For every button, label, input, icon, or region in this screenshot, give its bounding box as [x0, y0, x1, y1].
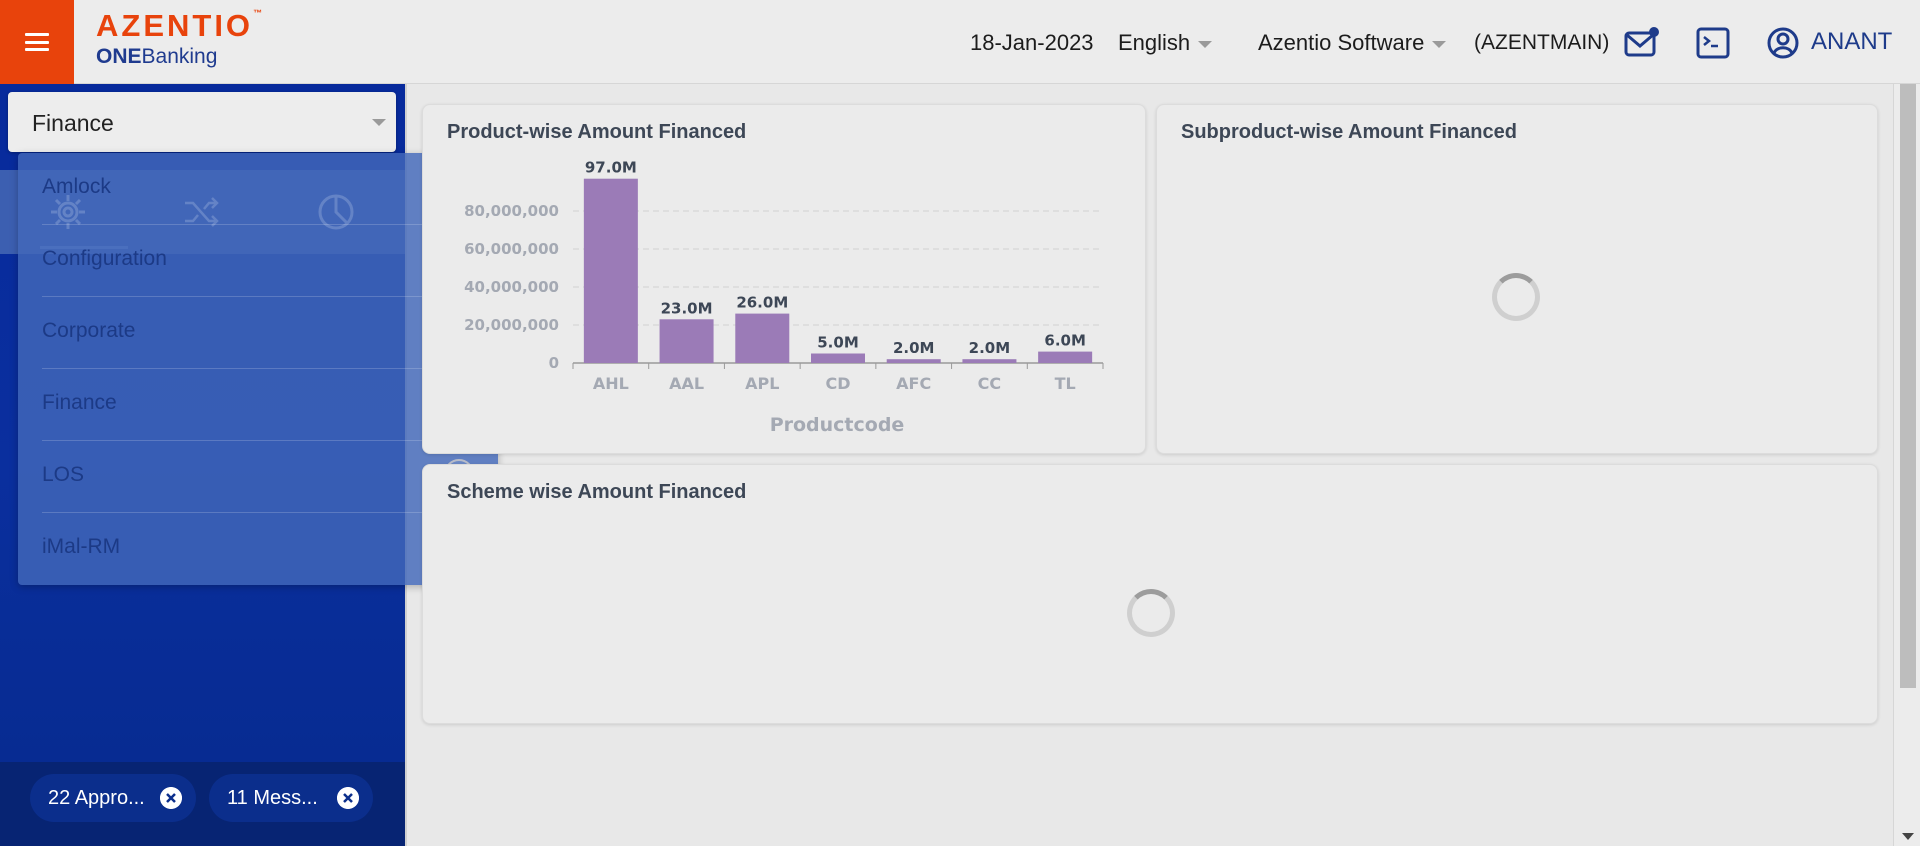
module-option-corporate[interactable]: Corporate	[42, 297, 482, 369]
y-tick-label: 20,000,000	[464, 316, 559, 334]
data-label: 2.0M	[893, 339, 935, 357]
close-icon[interactable]	[160, 787, 182, 809]
chip-label: 22 Appro...	[48, 786, 145, 809]
data-label: 2.0M	[969, 339, 1011, 357]
module-option-label: Amlock	[42, 175, 111, 198]
scrollbar-thumb[interactable]	[1900, 84, 1916, 688]
bar-cd	[811, 353, 865, 363]
x-tick-label: CC	[978, 374, 1001, 393]
data-label: 23.0M	[661, 299, 713, 317]
logo-product-rest: Banking	[141, 45, 218, 68]
x-tick-label: CD	[825, 374, 850, 393]
x-tick-label: AFC	[896, 374, 931, 393]
business-date: 18-Jan-2023	[970, 30, 1094, 55]
y-tick-label: 40,000,000	[464, 278, 559, 296]
module-option-finance[interactable]: Finance	[42, 369, 482, 441]
module-option-label: Configuration	[42, 247, 167, 270]
data-label: 97.0M	[585, 159, 637, 177]
page-scrollbar[interactable]	[1893, 84, 1920, 846]
approvals-chip[interactable]: 22 Appro...	[30, 774, 196, 822]
x-tick-label: APL	[745, 374, 779, 393]
data-label: 6.0M	[1044, 332, 1086, 350]
module-dropdown: Amlock Configuration Corporate Finance L…	[18, 153, 498, 585]
logo-brand: AZENTIO	[96, 8, 254, 43]
company-select[interactable]: Azentio Software	[1258, 30, 1447, 56]
data-label: 26.0M	[736, 294, 788, 312]
data-label: 5.0M	[817, 334, 859, 352]
y-tick-label: 60,000,000	[464, 240, 559, 258]
language-select[interactable]: English	[1118, 30, 1213, 56]
module-option-label: LOS	[42, 463, 85, 486]
bar-tl	[1038, 351, 1093, 363]
module-select[interactable]: Finance	[8, 92, 396, 152]
loading-spinner-icon	[1492, 273, 1540, 321]
bar-ahl	[583, 178, 638, 363]
y-tick-label: 0	[549, 354, 559, 372]
menu-button[interactable]	[0, 0, 74, 84]
card-title: Subproduct-wise Amount Financed	[1181, 121, 1517, 143]
chevron-down-icon	[1198, 40, 1213, 48]
messages-chip[interactable]: 11 Mess...	[209, 774, 373, 822]
azentio-logo: AZENTIO™ ONEBanking	[96, 8, 262, 69]
entity-code: (AZENTMAIN)	[1474, 31, 1610, 54]
company-value: Azentio Software	[1258, 30, 1425, 55]
module-option-imal-rm[interactable]: iMal-RM	[42, 513, 482, 585]
subproduct-wise-card: Subproduct-wise Amount Financed	[1156, 104, 1878, 454]
card-title: Product-wise Amount Financed	[447, 121, 747, 143]
module-option-label: Finance	[42, 391, 117, 414]
module-option-los[interactable]: LOS	[42, 441, 482, 513]
card-title: Scheme wise Amount Financed	[447, 481, 747, 503]
y-tick-label: 80,000,000	[464, 202, 559, 220]
x-tick-label: AHL	[593, 374, 629, 393]
user-circle-icon[interactable]	[1765, 25, 1801, 61]
module-option-amlock[interactable]: Amlock	[42, 153, 482, 225]
scheme-wise-card: Scheme wise Amount Financed	[422, 464, 1878, 724]
chevron-down-icon	[372, 119, 386, 126]
mail-notification-icon[interactable]	[1623, 25, 1659, 61]
bar-apl	[735, 313, 790, 363]
terminal-icon[interactable]	[1695, 25, 1731, 61]
module-select-value: Finance	[32, 110, 114, 136]
module-option-configuration[interactable]: Configuration	[42, 225, 482, 297]
scroll-down-arrow-icon[interactable]	[1902, 833, 1914, 840]
app-header: AZENTIO™ ONEBanking 18-Jan-2023 English …	[0, 0, 1920, 84]
module-option-label: iMal-RM	[42, 535, 121, 558]
logo-trademark: ™	[253, 8, 263, 18]
x-axis-title: Productcode	[770, 414, 905, 436]
x-tick-label: AAL	[669, 374, 704, 393]
module-option-label: Corporate	[42, 319, 136, 342]
bar-aal	[659, 319, 714, 363]
user-name[interactable]: ANANT	[1811, 28, 1893, 55]
loading-spinner-icon	[1127, 589, 1175, 637]
x-tick-label: TL	[1055, 374, 1076, 393]
bar-afc	[886, 359, 941, 363]
product-wise-bar-chart: 0 20,000,000 40,000,000 60,000,000 80,000,00…	[464, 159, 1104, 436]
hamburger-icon	[25, 33, 49, 51]
language-value: English	[1118, 30, 1191, 55]
logo-product-bold: ONE	[96, 45, 142, 68]
close-icon[interactable]	[337, 787, 359, 809]
bar-cc	[962, 359, 1017, 363]
chip-label: 11 Mess...	[227, 786, 318, 809]
chevron-down-icon	[1432, 40, 1447, 48]
product-wise-card: Product-wise Amount Financed 0 20,000,000…	[422, 104, 1146, 454]
